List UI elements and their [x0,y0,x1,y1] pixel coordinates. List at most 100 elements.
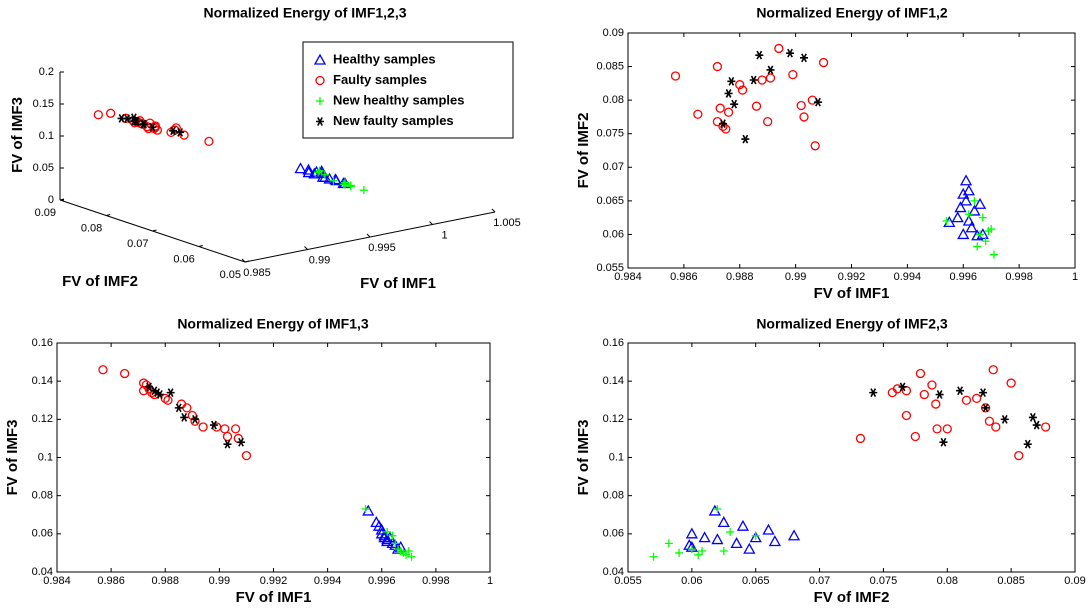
data-point [901,410,912,421]
data-point [786,48,795,58]
y-tick-label: 0.06 [32,528,53,540]
x-tick-label: 0.988 [726,271,754,283]
y-tick [198,245,203,247]
data-point [736,519,750,531]
y-tick-label: 0.08 [81,222,102,234]
data-point [117,114,126,123]
data-point [978,213,987,222]
data-point [93,110,104,120]
data-point [362,504,375,516]
data-point [237,437,246,447]
x-tick-label: 0.986 [670,271,698,283]
y-tick-label: 0.14 [32,375,53,387]
x-tick-label: 0.99 [209,575,230,587]
x-tick [304,246,308,250]
data-point [1014,450,1024,461]
data-point [915,368,926,379]
data-point [693,109,703,119]
x-tick-label: 0.99 [785,271,806,283]
x-tick-label: 0.99 [309,254,330,266]
x-tick-label: 0.998 [422,575,450,587]
data-point [388,531,397,540]
data-point [957,228,970,240]
data-point [383,527,392,536]
x-tick [241,258,246,263]
data-point [160,393,170,403]
data-point [818,57,829,68]
data-point [991,422,1001,432]
data-point [869,388,878,398]
data-point [957,187,970,199]
data-point [180,413,189,422]
x-tick-label: 0.986 [97,575,125,587]
x-tick-label: 0.985 [243,267,271,279]
y-tick-label: 0.08 [603,490,624,502]
data-point [796,100,806,111]
x-axis-label: FV of IMF1 [360,275,436,292]
data-point [359,186,368,195]
data-point [381,533,394,545]
data-point [768,535,781,547]
x-tick-label: 0.994 [894,271,922,283]
data-point [976,230,985,239]
data-point [718,119,727,129]
data-point [800,53,809,63]
data-point [989,250,998,259]
data-point [664,539,673,548]
y-tick-label: 0.16 [603,337,624,349]
axes-box [56,342,491,573]
data-point [810,141,820,151]
data-point [241,450,252,461]
data-point [1023,439,1032,449]
data-point [391,539,400,548]
y-tick-label: 0.08 [603,94,624,106]
data-point [942,424,952,434]
legend-marker [316,117,324,126]
data-point [1000,414,1009,424]
data-point [741,134,750,144]
data-point [751,101,762,111]
data-point [751,531,760,540]
data-point [670,71,681,81]
data-point [962,214,975,226]
z-tick-label: 0.05 [33,162,54,174]
y-axis-label: FV of IMF3 [575,420,592,496]
data-point [727,76,736,86]
z-tick-label: 0.15 [33,98,54,110]
x-tick-label: 0.992 [838,271,866,283]
data-point [951,211,964,223]
data-point [935,390,944,399]
data-point [737,85,748,95]
legend-marker [315,75,325,86]
data-point [719,547,728,556]
data-point [685,527,698,539]
data-point [687,545,696,554]
data-point [1040,422,1051,432]
data-point [204,136,214,147]
y-tick-label: 0.085 [596,60,624,72]
y-tick [106,214,111,216]
data-point [788,69,798,80]
data-point [150,122,161,132]
data-point [898,382,907,392]
x-tick-label: 0.07 [809,575,830,587]
chart-title: Normalized Energy of IMF1,2,3 [203,5,406,21]
chart-title: Normalized Energy of IMF1,2 [756,5,948,21]
data-point [799,112,809,122]
data-point [320,170,329,179]
x-tick-label: 0.994 [314,575,342,587]
y-tick-label: 0.065 [596,195,624,207]
data-point [724,89,733,98]
data-point [726,527,735,536]
x-tick-label: 0.984 [614,271,642,283]
y-tick-label: 0.12 [32,413,53,425]
data-point [927,380,937,390]
data-point [749,75,758,85]
data-point [694,550,703,559]
chart-title: Normalized Energy of IMF2,3 [756,316,948,332]
data-point [346,182,355,191]
x-tick-label: 0.998 [1005,271,1033,283]
y-tick-label: 0.06 [173,253,194,265]
